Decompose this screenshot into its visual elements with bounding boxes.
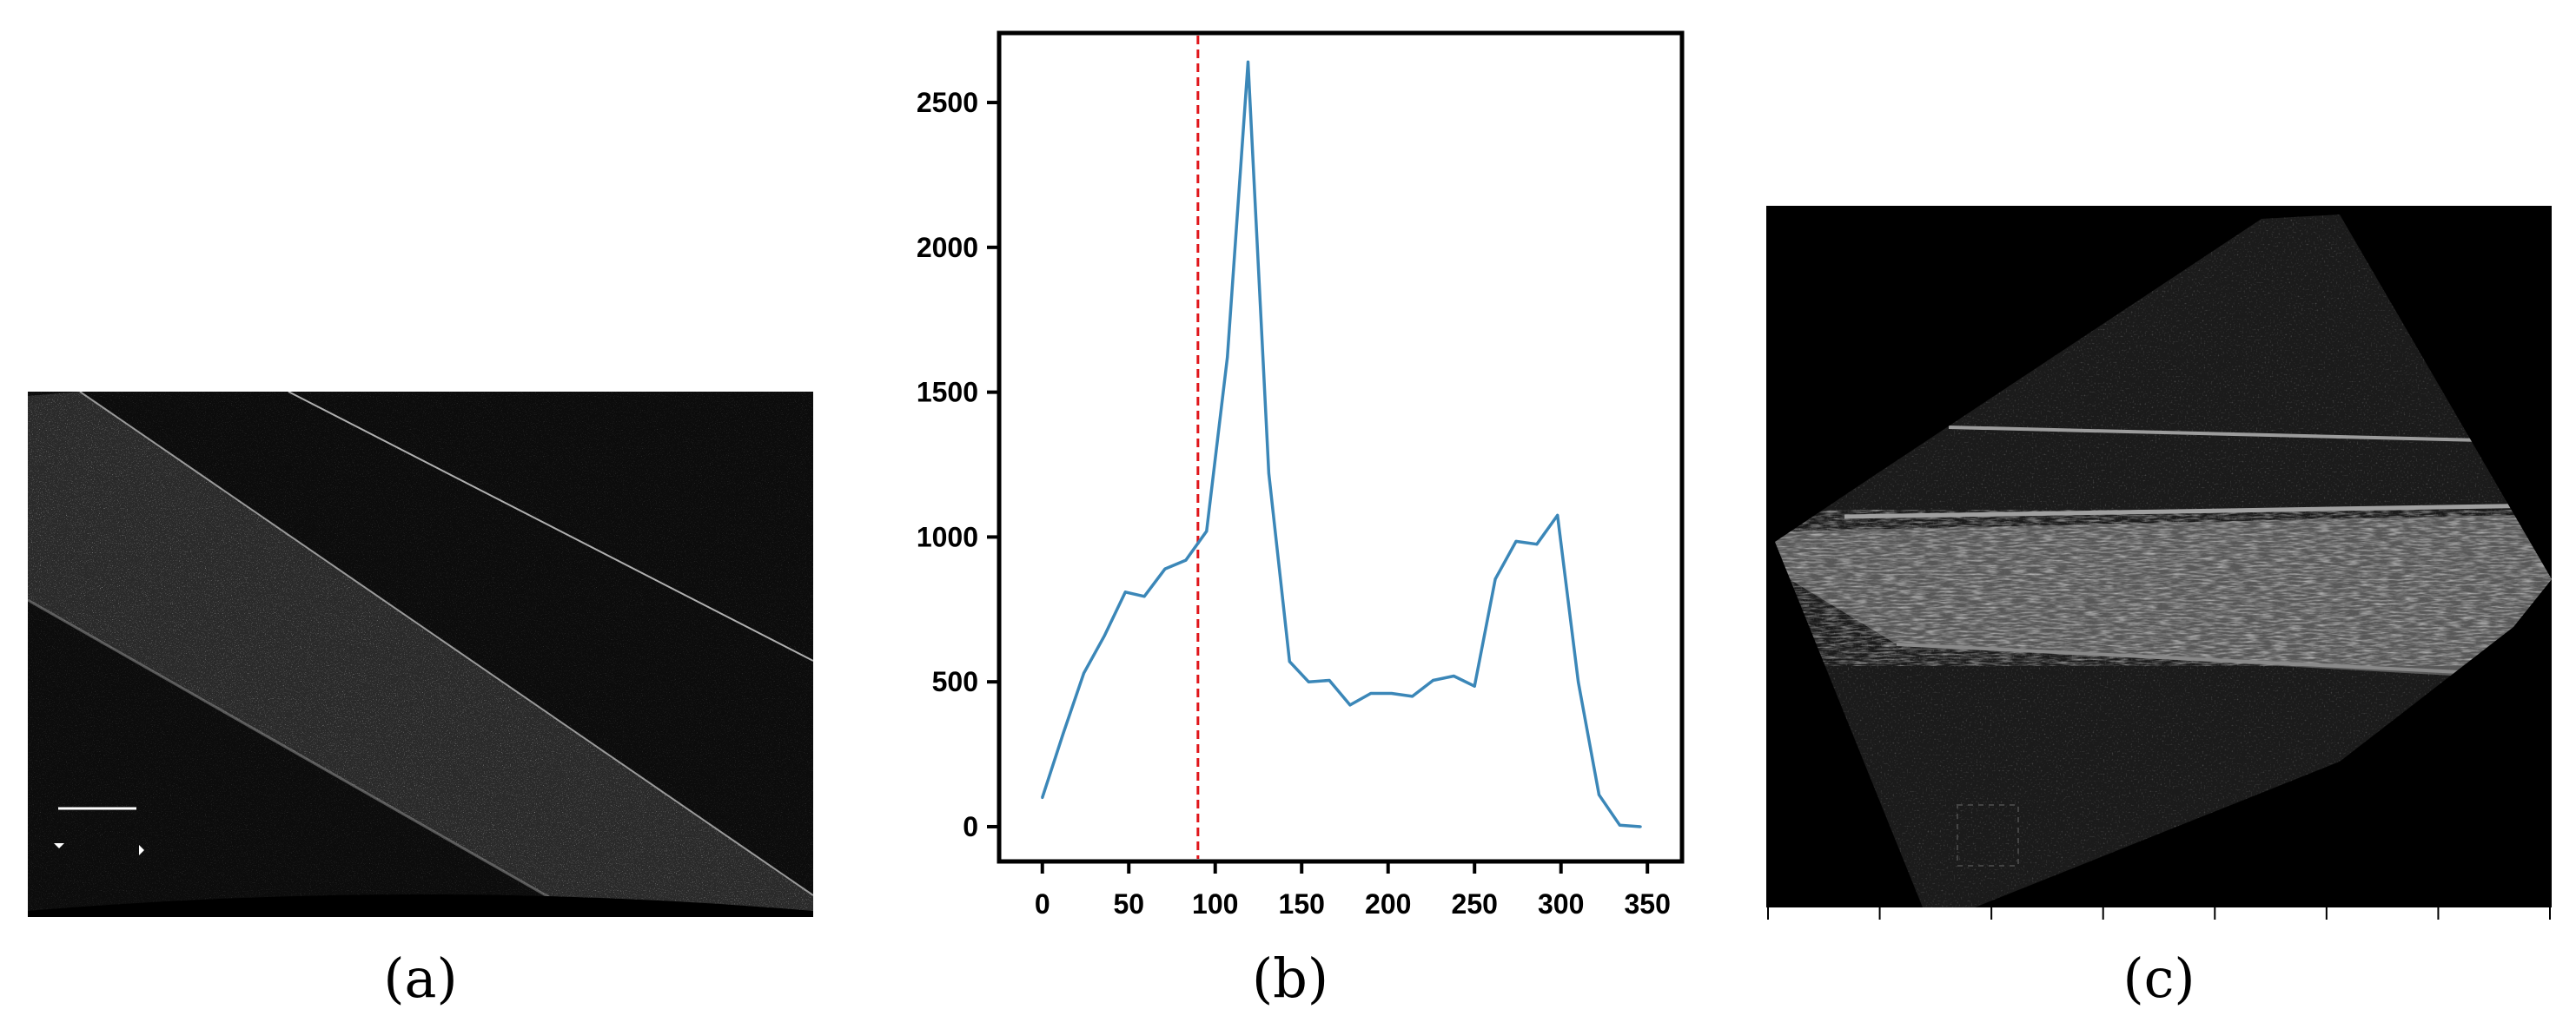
- data-point: [1577, 680, 1580, 683]
- data-point: [1142, 595, 1146, 598]
- data-point: [1369, 692, 1373, 696]
- data-point: [1226, 356, 1229, 360]
- plot-frame: [997, 30, 1685, 864]
- data-point: [1184, 558, 1188, 562]
- ultrasound-image-c: [1766, 206, 2552, 907]
- y-tick-label: 1000: [917, 521, 978, 552]
- caption-c: (c): [2122, 947, 2195, 1010]
- data-point: [1267, 472, 1270, 475]
- data-point: [1639, 825, 1642, 828]
- data-point: [1514, 539, 1518, 543]
- data-point: [1041, 796, 1044, 800]
- data-point: [1411, 695, 1414, 698]
- y-tick-label: 1500: [917, 377, 978, 408]
- data-point: [1247, 60, 1250, 63]
- x-tick-label: 0: [1035, 888, 1050, 920]
- y-axis: 0 500 1000 1500 2000 2500: [917, 87, 999, 842]
- data-point: [1123, 590, 1127, 594]
- y-tick-label: 2000: [917, 232, 978, 263]
- y-tick-label: 500: [932, 666, 978, 697]
- data-point: [1062, 732, 1065, 736]
- data-point: [1328, 679, 1331, 683]
- data-point: [1473, 684, 1476, 688]
- data-point: [1556, 513, 1560, 517]
- x-tick-label: 350: [1625, 888, 1671, 920]
- data-point: [1493, 577, 1497, 581]
- x-tick-label: 300: [1538, 888, 1584, 920]
- y-tick-label: 2500: [917, 87, 978, 118]
- data-point: [1348, 703, 1352, 707]
- data-point: [1618, 823, 1621, 827]
- caption-a: (a): [383, 947, 458, 1010]
- data-point: [1163, 567, 1167, 571]
- probe-marker-icon: [1957, 804, 2019, 867]
- data-point: [1431, 679, 1434, 683]
- y-tick-label: 0: [963, 811, 978, 842]
- data-point: [1205, 530, 1209, 533]
- marker-icon: [54, 843, 64, 848]
- x-axis: 0 50 100 150 200 250 300 350: [1035, 861, 1671, 920]
- x-tick-label: 50: [1113, 888, 1144, 920]
- data-point: [1288, 660, 1291, 663]
- marker-icon: [139, 845, 144, 855]
- x-tick-label: 100: [1192, 888, 1238, 920]
- line-chart: 0 500 1000 1500 2000 2500 0 50 100 150 200 250 300 3…: [917, 30, 1685, 920]
- x-tick-label: 250: [1452, 888, 1498, 920]
- data-point: [1390, 692, 1394, 696]
- caption-b: (b): [1251, 947, 1329, 1010]
- data-point: [1535, 543, 1539, 546]
- data-point: [1307, 680, 1310, 683]
- data-point: [1452, 675, 1455, 678]
- data-point: [1083, 671, 1086, 675]
- ultrasound-image-c-graphic: [1766, 206, 2552, 907]
- series-line: [1041, 60, 1641, 828]
- ultrasound-image-a-graphic: [28, 392, 813, 917]
- ultrasound-image-a: [28, 392, 813, 917]
- data-point: [1597, 793, 1600, 796]
- image-c-tick-row: [1767, 907, 2551, 920]
- chart-marks: [1041, 36, 1642, 859]
- data-point: [1103, 634, 1106, 637]
- image-c-ticks: [1767, 907, 2551, 920]
- x-tick-label: 200: [1365, 888, 1411, 920]
- x-tick-label: 150: [1279, 888, 1325, 920]
